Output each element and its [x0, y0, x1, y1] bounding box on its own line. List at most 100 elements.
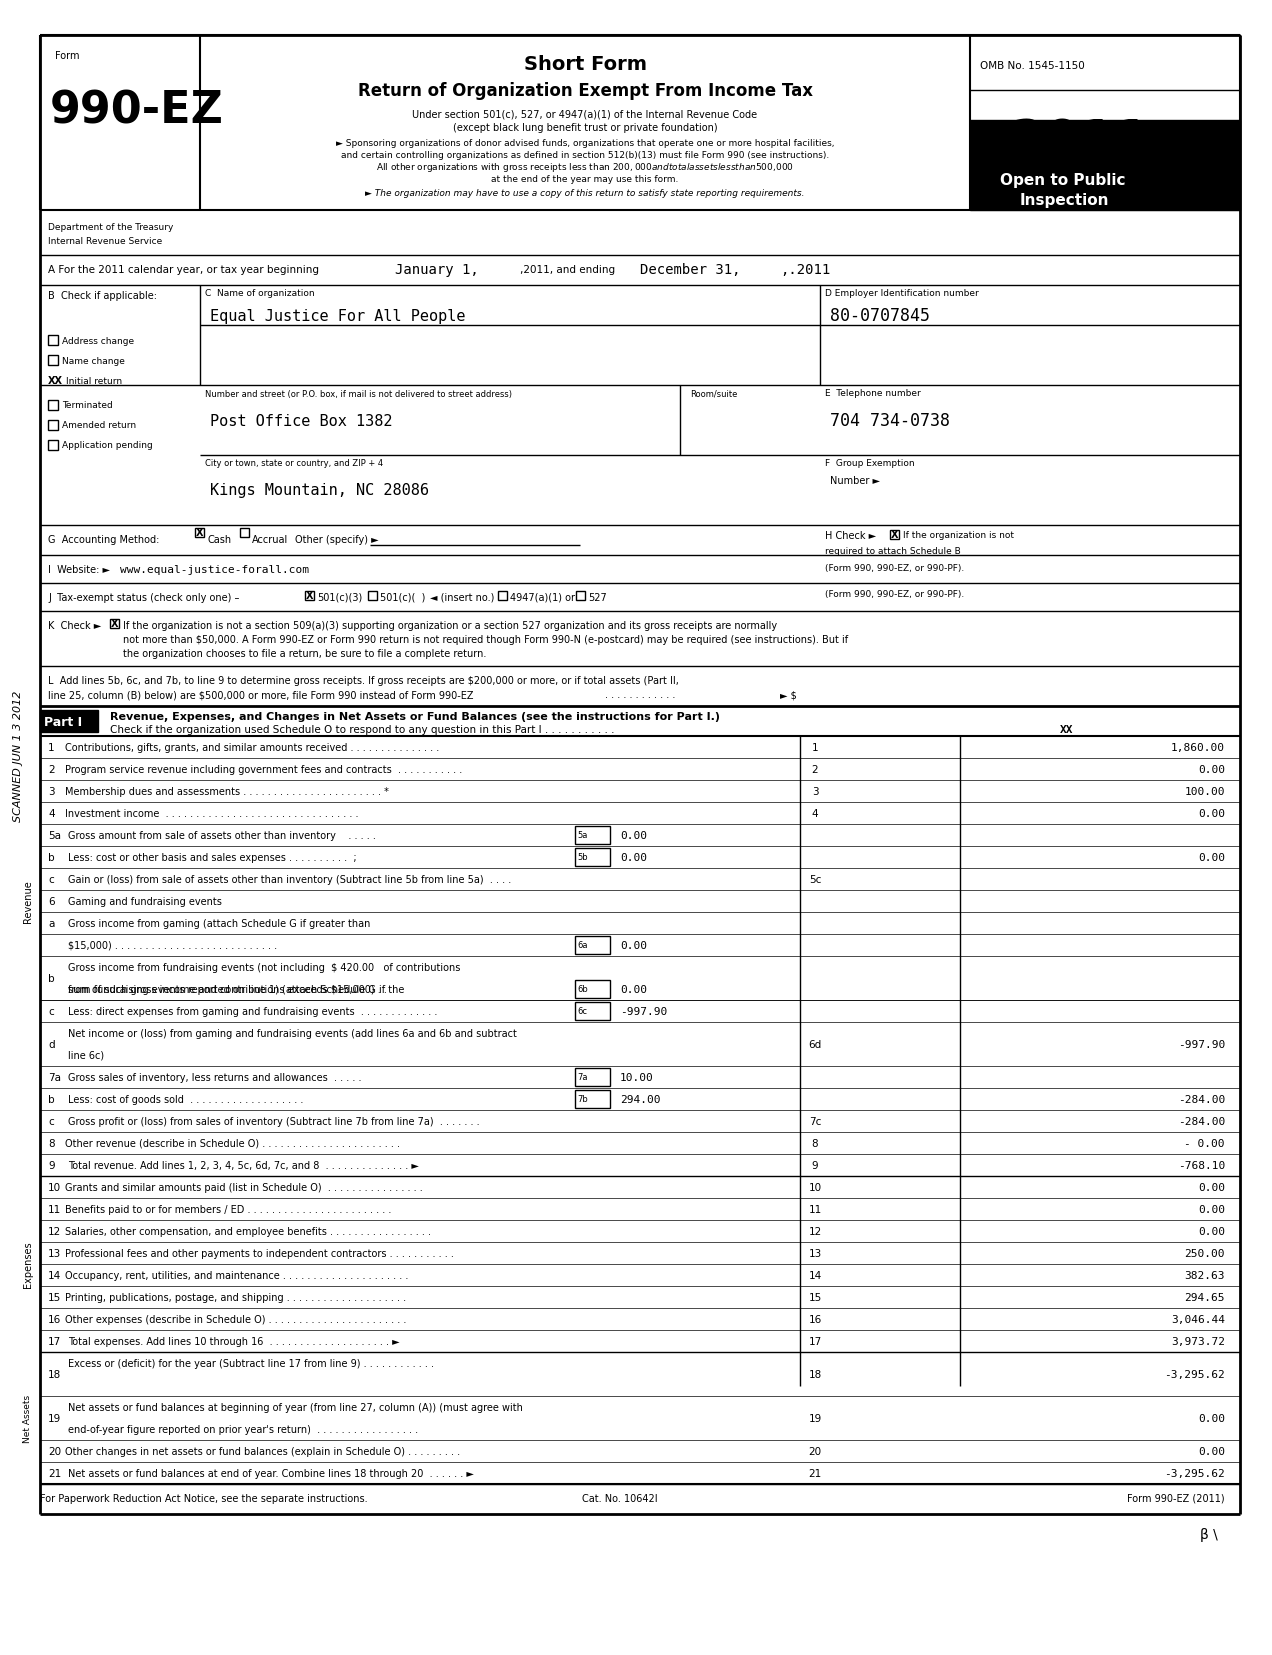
- Text: January 1,: January 1,: [396, 263, 478, 276]
- Text: 21: 21: [809, 1468, 822, 1478]
- Text: K  Check ►: K Check ►: [48, 621, 102, 631]
- Text: Cash: Cash: [207, 535, 232, 544]
- Text: 7b: 7b: [577, 1096, 588, 1104]
- Text: 3,973.72: 3,973.72: [1172, 1336, 1225, 1346]
- Text: 13: 13: [48, 1248, 61, 1258]
- Text: 5a: 5a: [48, 831, 61, 841]
- Text: Total expenses. Add lines 10 through 16  . . . . . . . . . . . . . . . . . . . .: Total expenses. Add lines 10 through 16 …: [67, 1336, 399, 1346]
- Text: β \: β \: [1199, 1528, 1217, 1541]
- Text: Application pending: Application pending: [62, 442, 153, 450]
- Text: Kings Mountain, NC 28086: Kings Mountain, NC 28086: [210, 483, 429, 498]
- Text: SCANNED JUN 1 3 2012: SCANNED JUN 1 3 2012: [13, 690, 23, 821]
- Text: b: b: [48, 852, 55, 862]
- Bar: [890, 531, 899, 540]
- Text: 0.00: 0.00: [619, 940, 647, 950]
- Text: 0.00: 0.00: [1198, 1446, 1225, 1456]
- Text: 7a: 7a: [577, 1072, 588, 1082]
- Text: 3,046.44: 3,046.44: [1172, 1314, 1225, 1324]
- Text: 10: 10: [809, 1182, 822, 1192]
- Text: Excess or (deficit) for the year (Subtract line 17 from line 9) . . . . . . . . : Excess or (deficit) for the year (Subtra…: [67, 1359, 434, 1369]
- Text: -3,295.62: -3,295.62: [1164, 1369, 1225, 1379]
- Text: -284.00: -284.00: [1178, 1117, 1225, 1127]
- Text: Room/suite: Room/suite: [689, 389, 738, 399]
- Text: All other organizations with gross receipts less than $200,000 and total assets : All other organizations with gross recei…: [377, 162, 794, 174]
- Text: Investment income  . . . . . . . . . . . . . . . . . . . . . . . . . . . . . . .: Investment income . . . . . . . . . . . …: [65, 809, 359, 819]
- Text: 8: 8: [48, 1139, 55, 1149]
- Bar: [971, 121, 1240, 210]
- Text: 0.00: 0.00: [619, 985, 647, 995]
- Text: 501(c)(  ): 501(c)( ): [380, 592, 425, 602]
- Text: Professional fees and other payments to independent contractors . . . . . . . . : Professional fees and other payments to …: [65, 1248, 454, 1258]
- Text: 12: 12: [48, 1226, 61, 1236]
- Text: Revenue, Expenses, and Changes in Net Assets or Fund Balances (see the instructi: Revenue, Expenses, and Changes in Net As…: [109, 712, 720, 722]
- Text: OMB No. 1545-1150: OMB No. 1545-1150: [979, 61, 1085, 71]
- Text: line 6c): line 6c): [67, 1051, 104, 1061]
- Text: 1: 1: [48, 743, 55, 753]
- Text: Amended return: Amended return: [62, 422, 136, 430]
- Text: Cat. No. 10642I: Cat. No. 10642I: [583, 1493, 658, 1503]
- Text: 4: 4: [812, 809, 818, 819]
- Text: F  Group Exemption: F Group Exemption: [826, 458, 915, 468]
- Text: 4: 4: [48, 809, 55, 819]
- Text: City or town, state or country, and ZIP + 4: City or town, state or country, and ZIP …: [205, 458, 383, 468]
- Text: 527: 527: [588, 592, 607, 602]
- Text: 0.00: 0.00: [1198, 1205, 1225, 1215]
- Text: Occupancy, rent, utilities, and maintenance . . . . . . . . . . . . . . . . . . : Occupancy, rent, utilities, and maintena…: [65, 1271, 408, 1281]
- Text: Gross income from fundraising events (not including  $ 420.00   of contributions: Gross income from fundraising events (no…: [67, 963, 460, 973]
- Bar: [39, 710, 98, 733]
- Text: 14: 14: [809, 1271, 822, 1281]
- Text: Expenses: Expenses: [23, 1241, 33, 1288]
- Text: 6a: 6a: [577, 942, 588, 950]
- Text: the organization chooses to file a return, be sure to file a complete return.: the organization chooses to file a retur…: [123, 649, 486, 659]
- Text: 0.00: 0.00: [1198, 1226, 1225, 1236]
- Text: Return of Organization Exempt From Income Tax: Return of Organization Exempt From Incom…: [357, 83, 813, 99]
- Text: For Paperwork Reduction Act Notice, see the separate instructions.: For Paperwork Reduction Act Notice, see …: [39, 1493, 368, 1503]
- Bar: [499, 591, 508, 601]
- Text: Gaming and fundraising events: Gaming and fundraising events: [67, 897, 221, 907]
- Text: 17: 17: [48, 1336, 61, 1346]
- Text: 1,860.00: 1,860.00: [1172, 743, 1225, 753]
- Text: 294.00: 294.00: [619, 1094, 660, 1104]
- Text: Less: cost of goods sold  . . . . . . . . . . . . . . . . . . .: Less: cost of goods sold . . . . . . . .…: [67, 1094, 304, 1104]
- Text: If the organization is not a section 509(a)(3) supporting organization or a sect: If the organization is not a section 509…: [123, 621, 777, 631]
- Text: 80-0707845: 80-0707845: [831, 306, 930, 324]
- Text: B  Check if applicable:: B Check if applicable:: [48, 291, 156, 301]
- Bar: [368, 591, 377, 601]
- Text: 2: 2: [48, 765, 55, 775]
- Text: Open to Public: Open to Public: [1000, 174, 1126, 189]
- Text: c: c: [48, 1006, 53, 1016]
- Text: 294.65: 294.65: [1184, 1293, 1225, 1302]
- Text: c: c: [48, 1117, 53, 1127]
- Text: 1: 1: [812, 743, 818, 753]
- Text: Check if the organization used Schedule O to respond to any question in this Par: Check if the organization used Schedule …: [109, 725, 614, 735]
- Text: a: a: [48, 919, 55, 928]
- Text: (Form 990, 990-EZ, or 990-PF).: (Form 990, 990-EZ, or 990-PF).: [826, 563, 964, 573]
- Bar: [240, 528, 249, 538]
- Text: 990-EZ: 990-EZ: [50, 89, 224, 132]
- Text: E  Telephone number: E Telephone number: [826, 389, 921, 399]
- Text: Revenue: Revenue: [23, 880, 33, 923]
- Text: 8: 8: [812, 1139, 818, 1149]
- Text: www.equal-justice-forall.com: www.equal-justice-forall.com: [120, 564, 309, 574]
- Text: XX: XX: [48, 376, 64, 386]
- Text: from fundraising events reported on line 1) (attach Schedule G if the: from fundraising events reported on line…: [67, 985, 404, 995]
- Text: I  Website: ►: I Website: ►: [48, 564, 109, 574]
- Text: ,.2011: ,.2011: [780, 263, 831, 276]
- Text: Under section 501(c), 527, or 4947(a)(1) of the Internal Revenue Code: Under section 501(c), 527, or 4947(a)(1)…: [412, 109, 758, 119]
- Text: 704 734-0738: 704 734-0738: [831, 412, 950, 430]
- Text: Other expenses (describe in Schedule O) . . . . . . . . . . . . . . . . . . . . : Other expenses (describe in Schedule O) …: [65, 1314, 406, 1324]
- Text: Inspection: Inspection: [1020, 194, 1109, 209]
- Text: 0.00: 0.00: [1198, 765, 1225, 775]
- Text: 0.00: 0.00: [619, 831, 647, 841]
- Text: 11: 11: [48, 1205, 61, 1215]
- Text: Name change: Name change: [62, 356, 125, 366]
- Text: Number and street (or P.O. box, if mail is not delivered to street address): Number and street (or P.O. box, if mail …: [205, 389, 513, 399]
- Text: -997.90: -997.90: [1178, 1039, 1225, 1049]
- Bar: [576, 591, 585, 601]
- Text: ,2011, and ending: ,2011, and ending: [520, 265, 616, 275]
- Text: L  Add lines 5b, 6c, and 7b, to line 9 to determine gross receipts. If gross rec: L Add lines 5b, 6c, and 7b, to line 9 to…: [48, 675, 679, 685]
- Text: 6d: 6d: [809, 1039, 822, 1049]
- Text: d: d: [48, 1039, 55, 1049]
- Text: Accrual: Accrual: [252, 535, 289, 544]
- Text: 6c: 6c: [577, 1006, 586, 1016]
